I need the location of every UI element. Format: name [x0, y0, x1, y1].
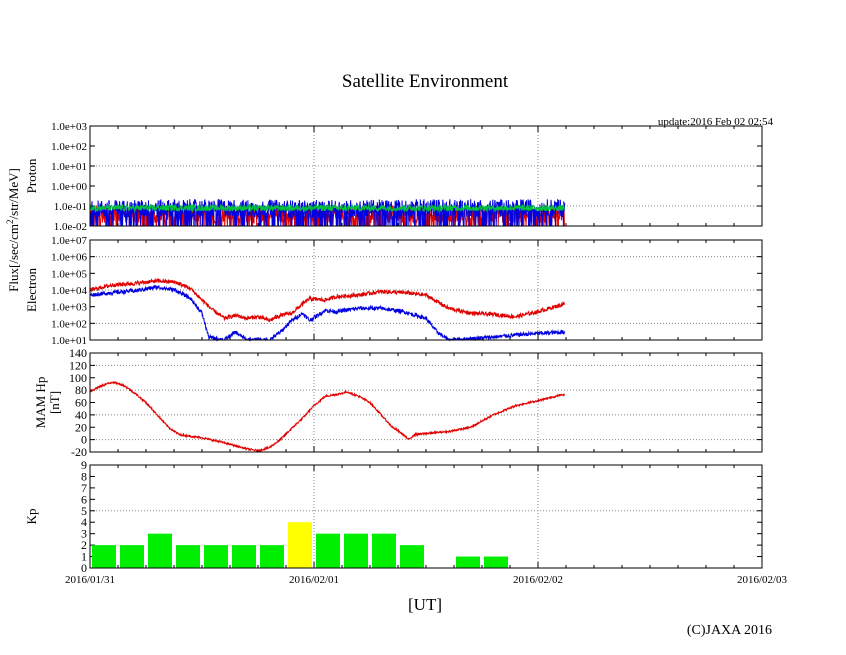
panel-frame	[89, 464, 763, 569]
y-tick-label: 3	[81, 527, 87, 541]
y-tick-label: 1.0e+00	[51, 181, 87, 193]
kp-bar	[288, 522, 312, 568]
panel-frame	[89, 352, 763, 453]
panel-ylabel: MAM Hp	[33, 377, 48, 429]
y-tick-label: 4	[81, 515, 87, 529]
y-tick-label: 1.0e+05	[51, 268, 87, 280]
kp-bar	[92, 545, 116, 568]
y-tick-label: 1.0e+03	[51, 302, 87, 314]
y-tick-label: 7	[81, 481, 87, 495]
panel-ylabel: Electron	[24, 267, 39, 312]
kp-bar	[232, 545, 256, 568]
series-line-red	[90, 380, 565, 454]
y-tick-label: 1.0e+02	[51, 318, 87, 330]
panel-ylabel: Proton	[24, 158, 39, 193]
y-tick-label: 0	[81, 561, 87, 575]
y-tick-label: 1.0e+02	[51, 141, 87, 153]
y-tick-label: 1.0e+01	[51, 335, 87, 347]
y-tick-label: 60	[75, 396, 87, 410]
panel-ylabel-unit: [nT]	[47, 391, 62, 414]
y-tick-label: 1.0e+03	[51, 121, 87, 133]
y-tick-label: 1.0e+01	[51, 161, 87, 173]
y-tick-label: -20	[71, 445, 87, 459]
y-tick-label: 1.0e+04	[51, 285, 87, 297]
series-line-blue	[89, 284, 566, 342]
flux-label-main: Flux[/sec/cm	[6, 224, 21, 292]
series-line-green	[89, 202, 566, 213]
kp-bar	[120, 545, 144, 568]
y-tick-label: 1.0e-01	[54, 201, 87, 213]
y-tick-label: 8	[81, 469, 87, 483]
y-tick-label: 140	[69, 346, 87, 360]
chart-title: Satellite Environment	[342, 71, 509, 92]
y-tick-label: 1	[81, 550, 87, 564]
update-label: update:2016 Feb 02 02:54	[658, 116, 774, 128]
y-tick-label: 1.0e-02	[54, 221, 87, 233]
kp-bar	[204, 545, 228, 568]
x-tick-label: 2016/02/02	[513, 574, 563, 586]
flux-label-rest: /str/MeV]	[6, 168, 21, 219]
kp-bar	[372, 533, 396, 568]
copyright-label: (C)JAXA 2016	[687, 623, 772, 638]
panel-ylabel: Kp	[24, 509, 39, 525]
x-axis-ticks: 2016/01/31 2016/02/01 2016/02/02 2016/02/03	[65, 574, 788, 586]
kp-bar	[400, 545, 424, 568]
y-tick-label: 2	[81, 538, 87, 552]
x-tick-label: 2016/02/01	[289, 574, 339, 586]
y-tick-label: 6	[81, 492, 87, 506]
y-tick-label: 20	[75, 420, 87, 434]
panel-frame	[89, 239, 763, 341]
y-tick-label: 9	[81, 458, 87, 472]
y-tick-label: 120	[69, 358, 87, 372]
panel-proton: 1.0e-02 1.0e-01 1.0e+00 1.0e+01 1.0e+02 1.0e+…	[24, 121, 763, 233]
y-tick-label: 1.0e+07	[51, 235, 87, 247]
kp-bar	[260, 545, 284, 568]
y-tick-label: 1.0e+06	[51, 252, 87, 264]
y-tick-label: 40	[75, 408, 87, 422]
x-tick-label: 2016/02/03	[737, 574, 788, 586]
kp-bar	[176, 545, 200, 568]
chart-panels: 1.0e-021.0e-011.0e+001.0e+011.0e+021.0e+…	[24, 121, 763, 575]
series-line-red	[89, 277, 566, 323]
x-axis-label: [UT]	[408, 595, 442, 614]
y-tick-label: 80	[75, 383, 87, 397]
y-tick-label: 5	[81, 504, 87, 518]
x-tick-label: 2016/01/31	[65, 574, 115, 586]
flux-label-superscript: 2	[5, 219, 15, 224]
kp-bar	[148, 533, 172, 568]
flux-axis-label: Flux[/sec/cm2/str/MeV]	[5, 168, 21, 292]
panel-frame	[89, 125, 763, 227]
kp-bar	[316, 533, 340, 568]
kp-bar	[344, 533, 368, 568]
y-tick-label: 0	[81, 433, 87, 447]
panel-electron: 1.0e+01 1.0e+02 1.0e+03 1.0e+04 1.0e+05 1.0e+…	[24, 235, 763, 347]
kp-bar	[456, 556, 480, 568]
y-tick-label: 100	[69, 371, 87, 385]
kp-bar	[484, 556, 508, 568]
series-line-blue	[89, 198, 566, 227]
